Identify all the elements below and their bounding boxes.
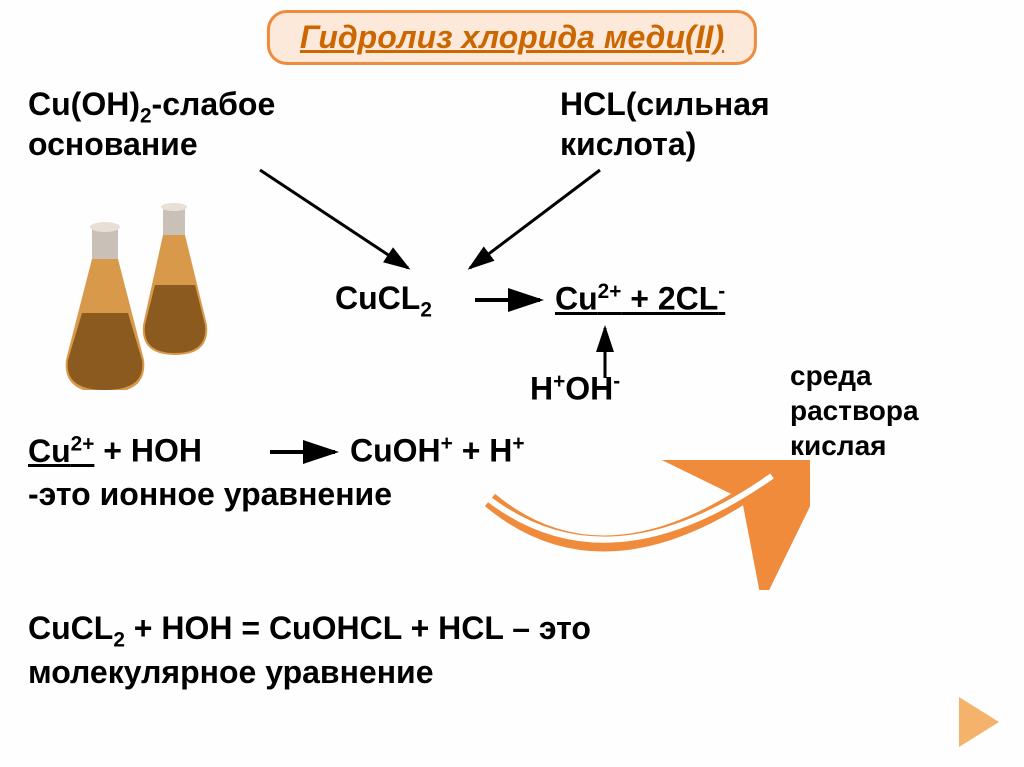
- oh-ion: OH: [565, 371, 613, 407]
- oh-charge: -: [613, 370, 620, 393]
- mol-cucl2: CuCL: [28, 610, 113, 646]
- h-ion: H: [530, 371, 553, 407]
- next-slide-button[interactable]: [959, 697, 999, 747]
- mol-rest: + HOH = CuOHCL + HCL – это: [125, 610, 591, 646]
- dissoc-sub: 2: [420, 298, 432, 321]
- ionic-eq: Cu2+ + HOH: [28, 432, 202, 470]
- cuoh: CuOH: [350, 433, 441, 469]
- molecular-label: молекулярное уравнение: [28, 654, 434, 691]
- mol-sub: 2: [113, 628, 125, 651]
- cl-charge: -: [718, 280, 725, 303]
- mol-label-text: молекулярное уравнение: [28, 654, 434, 690]
- cuoh-ch: +: [441, 432, 453, 455]
- curved-arrow-icon: [450, 460, 810, 590]
- ionic-cu: Cu: [28, 433, 71, 469]
- dissoc-formula: CuCL: [335, 280, 420, 316]
- cl-ion: + 2CL: [621, 281, 718, 317]
- h-prod-ch: +: [512, 432, 524, 455]
- env3: кислая: [790, 430, 887, 461]
- cu-charge: 2+: [598, 280, 622, 303]
- dissoc-lhs: CuCL2: [335, 280, 432, 322]
- molecular-eq: CuCL2 + HOH = CuOHCL + HCL – это: [28, 610, 591, 652]
- env-line3: кислая: [790, 430, 887, 462]
- env-line1: среда: [790, 360, 872, 392]
- cu-ion: Cu: [555, 281, 598, 317]
- h-charge: +: [553, 370, 565, 393]
- ionic-hoh: + HOH: [94, 433, 202, 469]
- ionic-label: -это ионное уравнение: [28, 476, 392, 513]
- ionic-cu-ch: 2+: [71, 432, 95, 455]
- env2: раствора: [790, 395, 919, 426]
- env-line2: раствора: [790, 395, 919, 427]
- dissoc-rhs: Cu2+ + 2CL-: [555, 280, 725, 318]
- env1: среда: [790, 360, 872, 391]
- ionic-label-text: -это ионное уравнение: [28, 476, 392, 512]
- water-ions: H+OH-: [530, 370, 620, 408]
